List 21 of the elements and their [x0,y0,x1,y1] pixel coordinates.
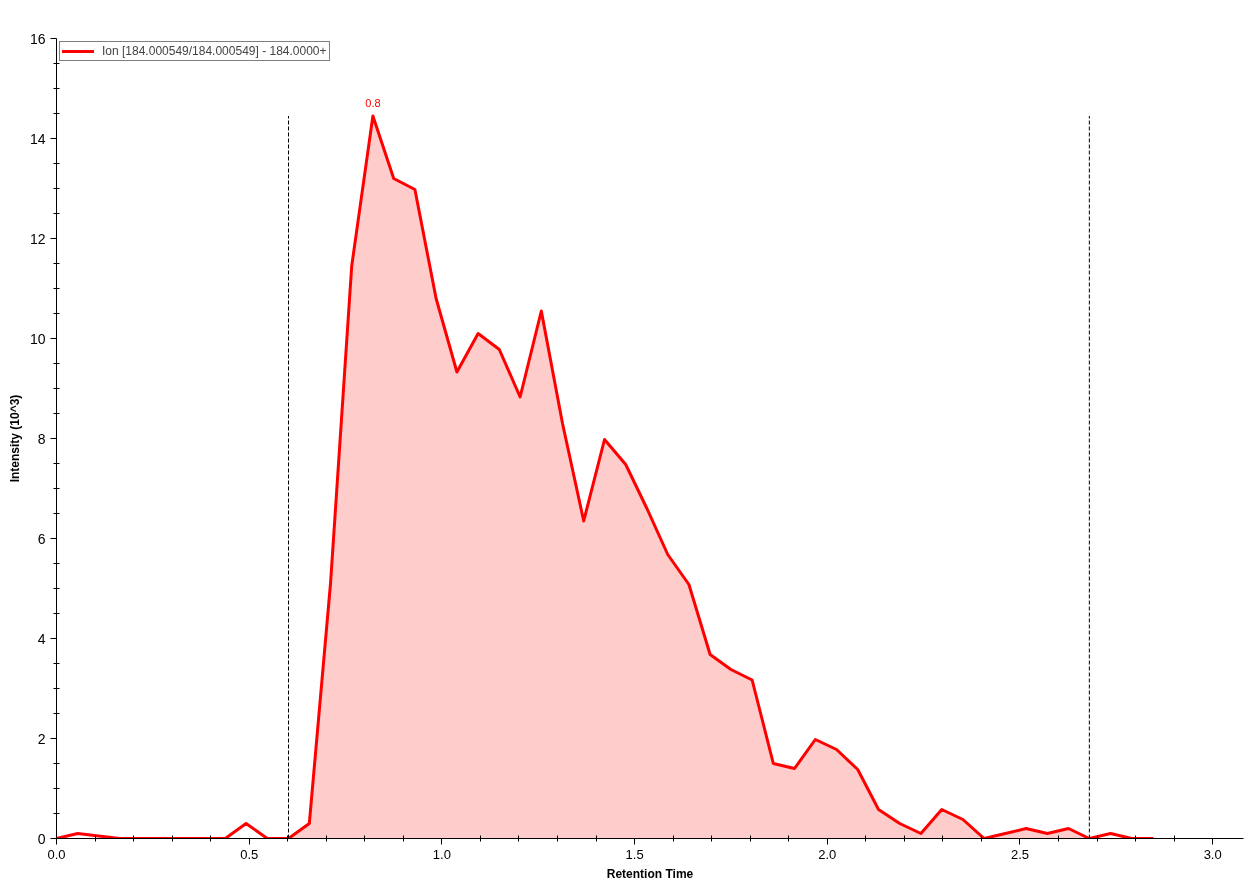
legend-label: Ion [184.000549/184.000549] - 184.0000+ [102,44,327,58]
annotation: 0.8 [365,97,381,109]
x-axis-title: Retention Time [606,866,694,881]
y-tick-label: 12 [29,230,46,247]
x-tick-label: 2.0 [818,846,837,862]
x-tick-label: 2.5 [1010,846,1030,862]
y-tick-label: 14 [29,130,46,147]
y-tick-label: 0 [37,830,46,847]
y-tick-label: 6 [37,530,46,547]
y-axis-title: Intensity (10^3) [7,394,22,483]
y-tick-label: 2 [37,730,46,747]
x-tick-label: 0.0 [47,846,66,862]
x-tick-label: 3.0 [1203,846,1222,862]
x-tick-label: 1.0 [432,846,451,862]
line-series [56,114,1155,839]
x-tick-label: 0.5 [240,846,259,862]
y-tick-label: 4 [37,630,46,647]
y-tick-label: 16 [29,30,46,47]
y-tick-label: 8 [37,430,46,447]
x-tick-label: 1.5 [625,846,644,862]
y-tick-label: 10 [29,330,46,347]
